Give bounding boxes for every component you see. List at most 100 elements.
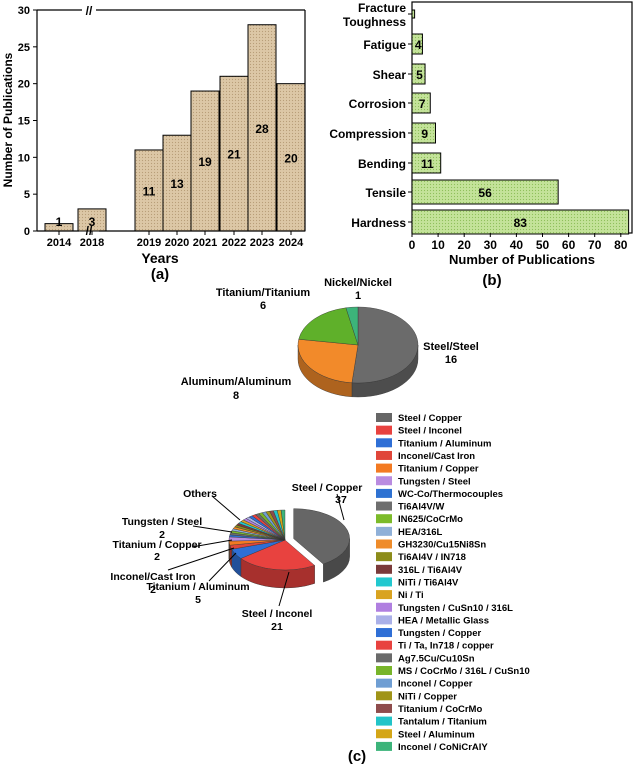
pie-2-callout-value-titanium-aluminum: 5 [195, 594, 201, 606]
chart-a-y-tick-label: 10 [18, 152, 30, 164]
chart-c-legend-label: HEA / Metallic Glass [398, 615, 489, 626]
chart-a-x-tick-label: 2014 [47, 237, 72, 249]
chart-c-legend-swatch [376, 564, 392, 574]
chart-c-legend-label: Ag7.5Cu/Cu10Sn [398, 653, 475, 664]
chart-c-legend-swatch [376, 628, 392, 638]
chart-c-legend-swatch [376, 666, 392, 675]
pie-2-slice [280, 509, 286, 541]
pie-2-slice [293, 508, 350, 565]
pie-2-callout-inconel-cast-iron: Inconel/Cast Iron [110, 571, 195, 583]
chart-a-x-tick-label: 2018 [80, 237, 104, 249]
chart-b-bars [411, 9, 630, 235]
pie-2-callout-value-inconel-cast-iron: 2 [150, 584, 156, 596]
chart-b-data-label: 9 [421, 127, 428, 141]
chart-c-legend-swatch [376, 691, 392, 701]
chart-c-legend-swatch [376, 488, 392, 498]
chart-c-legend-swatch [376, 741, 392, 751]
chart-c-legend-swatch [376, 653, 392, 663]
chart-c-legend-label: Inconel/Cast Iron [398, 451, 475, 462]
chart-b-category-label: Hardness [351, 216, 406, 230]
chart-c-legend-label: Titanium / Aluminum [398, 438, 491, 449]
chart-c-legend-label: WC-Co/Thermocouples [398, 489, 503, 500]
chart-b-x-tick-label: 30 [484, 238, 498, 252]
chart-a-axis-break-bottom: // [86, 224, 93, 238]
pie-1-slice [345, 306, 359, 346]
chart-c-legend-swatch [376, 729, 392, 739]
chart-a-y-tick-label: 5 [24, 189, 30, 201]
chart-c-legend-label: MS / CoCrMo / 316L / CuSn10 [398, 666, 530, 677]
chart-c-legend-label: Inconel / CoNiCrAlY [398, 742, 488, 753]
chart-c-legend-swatch [376, 590, 392, 600]
chart-b-x-tick-label: 20 [458, 238, 472, 252]
pie-2-slice [240, 539, 316, 571]
chart-b-x-axis-label: Number of Publications [449, 252, 595, 267]
pie-2-callout-steel-inconel: Steel / Inconel [242, 608, 313, 620]
pie-1-value-aluminum: 8 [233, 390, 239, 402]
pie-2-leader-lines [167, 493, 345, 607]
pie-2-callout-titanium-copper: Titanium / Copper [112, 539, 201, 551]
chart-a-x-ticks: 2014 2018 2019 2020 2021 2022 2023 2024 [47, 231, 304, 249]
chart-c-legend-label: Steel / Aluminum [398, 729, 475, 740]
chart-c-legend-label: Ti6Al4V/W [398, 502, 444, 513]
chart-c-legend-swatch [376, 678, 392, 688]
chart-c-legend-swatch [376, 526, 392, 536]
pie-2-slices [228, 508, 350, 589]
chart-c-legend-label: Ti6Al4V / IN718 [398, 552, 466, 563]
pie-1-value-steel: 16 [445, 354, 457, 366]
pie-1-slice [298, 307, 359, 346]
chart-c-legend-label: Tungsten / Steel [398, 476, 471, 487]
chart-b-data-label: 56 [478, 186, 492, 200]
chart-c-legend-swatch [376, 703, 392, 713]
chart-c-legend-label: Steel / Copper [398, 413, 462, 424]
chart-b-x-tick-label: 0 [409, 238, 416, 252]
chart-b-data-label: 5 [416, 68, 423, 82]
chart-a-data-label: 19 [198, 155, 212, 169]
chart-a-y-tick-label: 0 [24, 226, 30, 238]
pie-1-value-titanium: 6 [260, 300, 266, 312]
chart-b-x-ticks: 0 10 20 30 40 50 60 70 80 [409, 233, 628, 252]
chart-b-data-labels: 4 5 7 9 11 56 83 [415, 38, 527, 230]
chart-a-data-label: 21 [227, 148, 241, 162]
chart-c-legend-swatch [376, 615, 392, 625]
chart-c-legend-swatch [376, 438, 392, 448]
pie-2-callout-value-tungsten-steel: 2 [159, 529, 165, 541]
chart-c-legend-label: 316L / Ti6Al4V [398, 565, 463, 576]
chart-c-legend-swatch [376, 501, 392, 511]
chart-c-legend-label: Titanium / CoCrMo [398, 704, 482, 715]
chart-b-x-tick-label: 60 [562, 238, 576, 252]
chart-c-legend-swatch [376, 716, 392, 726]
chart-a-axis-break-top: // [86, 4, 93, 18]
chart-b-x-tick-label: 80 [614, 238, 628, 252]
chart-b-category-label: Fracture [358, 1, 406, 15]
pie-chart-joint-types: Nickel/Nickel 1 Titanium/Titanium 6 Stee… [181, 277, 479, 402]
chart-c-legend-swatch [376, 577, 392, 587]
chart-a-x-tick-label: 2020 [165, 237, 189, 249]
chart-a-x-tick-label: 2021 [193, 237, 217, 249]
pie-1-label-nickel: Nickel/Nickel [324, 277, 392, 289]
chart-c-legend-swatch [376, 640, 392, 650]
pie-1-slice [351, 306, 419, 384]
chart-a-data-label: 28 [255, 122, 269, 136]
chart-c-legend-swatch [376, 413, 392, 422]
pie-2-callout-steel-copper: Steel / Copper [292, 482, 363, 494]
chart-a-data-label: 1 [56, 215, 63, 229]
chart-c-legend-label: IN625/CoCrMo [398, 514, 463, 525]
chart-b-data-label: 11 [421, 157, 434, 171]
chart-c-legend-label: NiTi / Copper [398, 691, 457, 702]
pie-2-callout-titanium-aluminum: Titanium / Aluminum [146, 581, 249, 593]
chart-b-category-label: Tensile [366, 186, 407, 200]
chart-a-x-axis-label: Years [141, 250, 179, 266]
chart-a-y-axis-label: Number of Publications [1, 52, 15, 187]
chart-b-x-tick-label: 70 [588, 238, 602, 252]
pie-2-callout-others: Others [183, 488, 217, 500]
chart-b-data-label: 4 [415, 38, 422, 52]
chart-c-legend-label: Steel / Inconel [398, 426, 462, 437]
chart-b-x-tick-label: 50 [536, 238, 550, 252]
chart-b-category-label: Toughness [343, 15, 406, 29]
chart-b-category-label: Bending [358, 157, 406, 171]
